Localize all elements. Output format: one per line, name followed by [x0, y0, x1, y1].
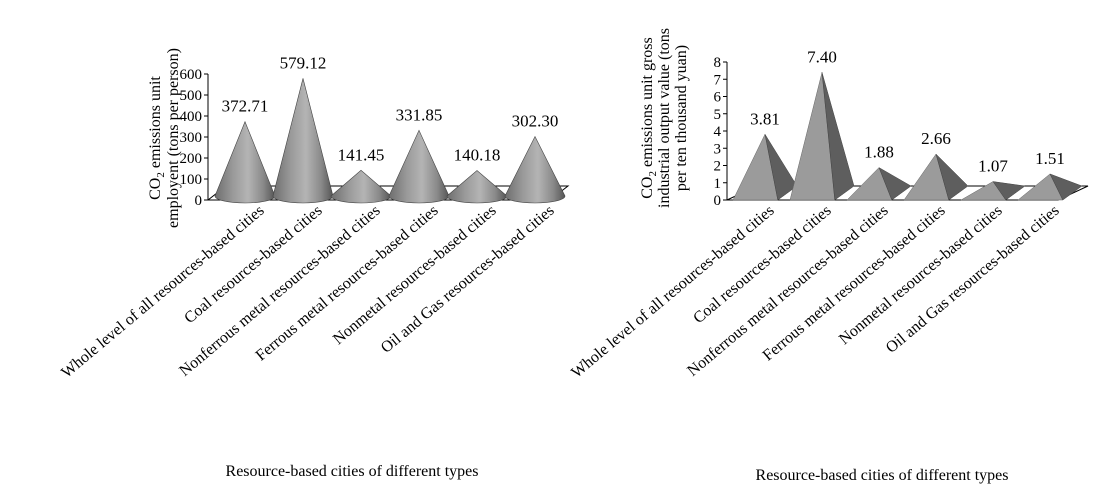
chart1-data-label: 331.85 [396, 105, 443, 124]
chart2-pyramid-side-5 [1049, 173, 1083, 201]
chart2-pyramid-side-2 [878, 166, 912, 201]
chart2-pyramid-side-4 [992, 181, 1026, 201]
chart2-y-axis-title-line3: per ten thousand yuan) [673, 45, 690, 191]
chart1-data-label: 579.12 [280, 53, 327, 72]
chart2-data-label: 2.66 [921, 129, 951, 148]
chart2-tick-label: 2 [714, 159, 722, 175]
chart1-tick-label: 600 [180, 67, 203, 83]
chart1-y-axis-title: CO2 emissions unit [147, 76, 167, 200]
chart2-tick-label: 7 [714, 72, 722, 88]
chart1-tick-label: 200 [180, 151, 203, 167]
chart1-x-axis-title: Resource-based cities of different types [226, 463, 479, 480]
chart1-data-label: 302.30 [512, 112, 559, 131]
chart1-category-label: Whole level of all resources-based citie… [58, 202, 267, 382]
chart1-marks [214, 78, 566, 204]
chart2-y-axis-title: CO2 emissions unit gross [639, 37, 659, 199]
chart2-data-label: 1.51 [1035, 149, 1065, 168]
chart2-tick-label: 1 [714, 176, 722, 192]
chart2-pyramid-front-1 [789, 72, 836, 201]
chart1-data-label: 140.18 [454, 146, 501, 165]
chart2-y-axis-title-line2: industrial output value (tons [656, 28, 673, 208]
chart2-tick-label: 6 [714, 90, 722, 106]
chart1-cone-1 [272, 78, 334, 204]
chart1-tick-label: 500 [180, 88, 203, 104]
chart2-tick-label: 3 [714, 141, 722, 157]
chart2-category-label: Whole level of all resources-based citie… [568, 202, 777, 382]
chart1-tick-label: 0 [195, 193, 203, 209]
chart2-x-axis-title: Resource-based cities of different types [756, 467, 1009, 484]
chart2-data-labels: 3.81 7.40 1.88 2.66 1.07 1.51 [750, 47, 1065, 175]
chart2-data-label: 1.88 [864, 143, 894, 162]
chart2-category-label: Nonferrous metal resources-based cities [684, 202, 891, 380]
chart1-tick-label: 100 [180, 172, 203, 188]
chart2-data-label: 3.81 [750, 109, 780, 128]
chart1-data-label: 372.71 [222, 97, 269, 116]
chart2-pyramid-side-1 [821, 72, 855, 201]
chart1-category-labels: Whole level of all resources-based citie… [58, 202, 557, 382]
chart2-category-labels: Whole level of all resources-based citie… [568, 202, 1062, 382]
chart2-pyramid-side-3 [935, 153, 969, 201]
chart1-cone-0 [214, 120, 276, 204]
chart2-data-label: 7.40 [807, 47, 837, 66]
chart2-pyramid-side-0 [764, 134, 798, 201]
chart1-cone-3 [388, 129, 450, 204]
chart1-tick-label: 400 [180, 109, 203, 125]
chart2-tick-label: 8 [714, 55, 722, 71]
chart1-data-labels: 372.71 579.12 141.45 331.85 140.18 302.30 [222, 53, 559, 164]
chart-co2-per-employment: 0 100 200 300 400 500 600 372.71 579.12 141.45 33… [58, 48, 570, 480]
chart2-tick-label: 0 [714, 193, 722, 209]
chart1-tick-label: 300 [180, 130, 203, 146]
chart2-tick-label: 5 [714, 107, 722, 123]
chart2-data-label: 1.07 [978, 157, 1008, 176]
chart1-cone-5 [504, 135, 566, 204]
chart1-data-label: 141.45 [338, 145, 385, 164]
chart1-y-axis: 0 100 200 300 400 500 600 [180, 67, 209, 209]
chart2-marks [732, 72, 1083, 201]
chart2-tick-label: 4 [714, 124, 722, 140]
chart1-y-axis-title-line2: employent (tons per person) [165, 48, 182, 228]
